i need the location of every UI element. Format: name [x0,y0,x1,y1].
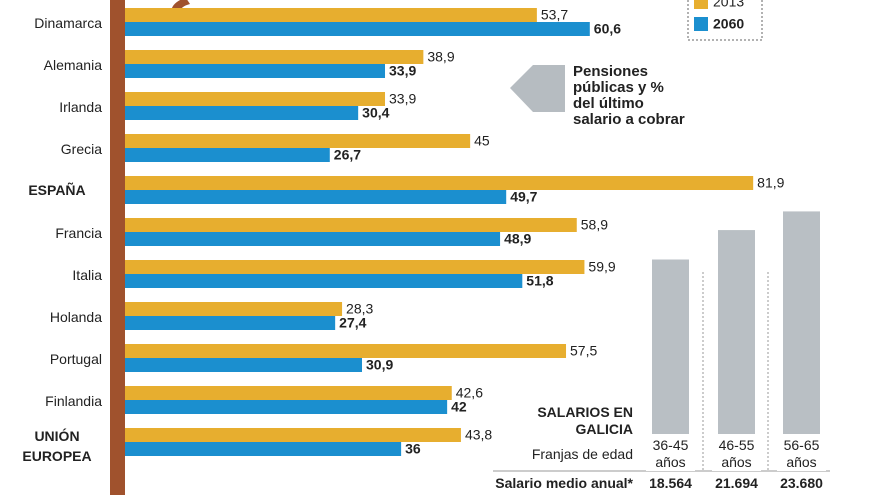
bar [125,8,537,22]
legend-label: 2013 [713,0,744,10]
category-label: Finlandia [45,393,102,409]
category-label: Portugal [49,351,102,367]
bar [125,302,343,316]
category-label: Grecia [60,141,102,157]
bar [125,260,585,274]
bar [125,400,448,414]
bar [652,259,689,434]
bar [125,218,577,232]
legend-swatch [694,0,708,9]
arrow [510,65,565,112]
bar [125,64,386,78]
bar [125,50,424,64]
category-label: Holanda [49,309,102,325]
value-label: 58,9 [581,217,608,233]
annotation: salario a cobrar [573,111,685,128]
pole [110,0,125,495]
bar [125,134,471,148]
category-label: Alemania [43,57,102,73]
bar [125,92,386,106]
value-label: 49,7 [510,189,537,205]
bar [125,274,523,288]
value-label: 59,9 [588,259,615,275]
category-label: UNIÓN EUROPEA [22,428,92,464]
x-tick-label: 46-55 años [712,437,761,471]
category-label: Dinamarca [34,15,102,31]
bar [125,344,567,358]
value-label: 26,7 [334,147,361,163]
category-label: ESPAÑA [28,182,86,198]
value-label: 42,6 [456,385,483,401]
value-label: 28,3 [346,301,373,317]
bar [125,428,461,442]
bar [125,316,336,330]
value-label: 38,9 [427,49,454,65]
x-tick-label: 36-45 años [646,437,695,471]
annotation: públicas y % [573,79,664,96]
bar [783,211,820,434]
bar [125,232,501,246]
value-label: 57,5 [570,343,597,359]
legend-box [687,0,763,41]
x-tick-label: 56-65 años [777,437,826,471]
category-label: Irlanda [59,99,102,115]
value-label: 23.680 [780,475,823,491]
value-label: 30,9 [366,357,393,373]
value-label: 36 [405,441,421,457]
bar [718,230,755,434]
axis-label: Franjas de edad [531,446,633,462]
bar [125,358,363,372]
value-label: 53,7 [541,7,568,23]
legend-swatch [694,17,708,31]
value-label: 18.564 [649,475,692,491]
value-label: 33,9 [389,63,416,79]
category-label: Francia [55,225,102,241]
annotation: Pensiones [573,63,649,80]
bar [125,106,359,120]
value-label: 60,6 [594,21,621,37]
chart-title: SALARIOS EN GALICIA [537,404,633,437]
annotation: del último [573,95,644,112]
value-label: 42 [451,399,467,415]
bar [125,442,402,456]
value-label: 45 [474,133,490,149]
bar [125,22,590,36]
value-label: 43,8 [465,427,492,443]
value-label: 33,9 [389,91,416,107]
value-label: 81,9 [757,175,784,191]
bar [125,386,452,400]
value-title: Salario medio anual* [495,475,633,491]
category-label: Italia [72,267,102,283]
legend-label: 2060 [713,16,744,32]
value-label: 27,4 [339,315,366,331]
bar [125,148,330,162]
value-label: 30,4 [362,105,389,121]
bar [125,190,507,204]
value-label: 51,8 [526,273,553,289]
value-label: 48,9 [504,231,531,247]
value-label: 21.694 [715,475,758,491]
bar [125,176,754,190]
